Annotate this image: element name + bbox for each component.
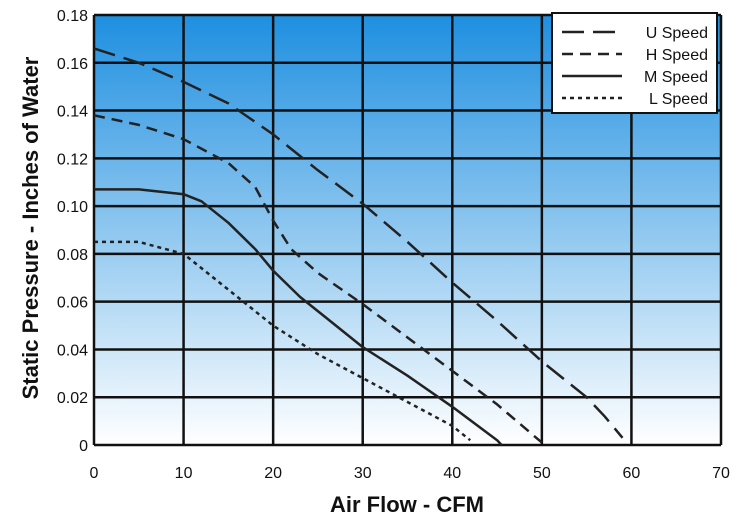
legend-label-h-speed: H Speed [646, 47, 708, 64]
x-tick-label-6: 60 [623, 465, 641, 482]
y-tick-label-5: 0.10 [57, 199, 88, 216]
y-tick-label-8: 0.16 [57, 56, 88, 73]
series-line-m-speed [94, 188, 503, 446]
series-line-u-speed [93, 47, 624, 439]
grid [92, 13, 723, 447]
legend-label-m-speed: M Speed [644, 69, 708, 86]
series-line-h-speed [93, 114, 543, 444]
x-tick-label-4: 40 [443, 465, 461, 482]
y-tick-label-1: 0.02 [57, 390, 88, 407]
x-tick-label-2: 20 [264, 465, 282, 482]
x-tick-labels: 0 10 20 30 40 50 60 70 [90, 465, 730, 482]
x-tick-label-0: 0 [90, 465, 99, 482]
y-tick-label-6: 0.12 [57, 151, 88, 168]
y-tick-label-2: 0.04 [57, 342, 88, 359]
series-line-l-speed [94, 240, 471, 442]
x-tick-label-7: 70 [712, 465, 730, 482]
x-tick-label-5: 50 [533, 465, 551, 482]
x-tick-label-3: 30 [354, 465, 372, 482]
x-tick-label-1: 10 [175, 465, 193, 482]
y-tick-label-4: 0.08 [57, 247, 88, 264]
y-tick-label-0: 0 [79, 438, 88, 455]
legend: U Speed H Speed M Speed L Speed [551, 12, 718, 114]
legend-box [551, 12, 718, 114]
legend-label-l-speed: L Speed [649, 91, 708, 108]
legend-label-u-speed: U Speed [646, 25, 708, 42]
y-tick-label-9: 0.18 [57, 8, 88, 25]
y-tick-labels: 0 0.02 0.04 0.06 0.08 0.10 0.12 0.14 0.16 0.18 [57, 8, 88, 455]
y-tick-label-7: 0.14 [57, 104, 88, 121]
y-tick-label-3: 0.06 [57, 295, 88, 312]
series-lines [93, 47, 624, 446]
y-axis-title: Static Pressure - Inches of Water [18, 56, 43, 399]
x-axis-title: Air Flow - CFM [330, 492, 484, 517]
